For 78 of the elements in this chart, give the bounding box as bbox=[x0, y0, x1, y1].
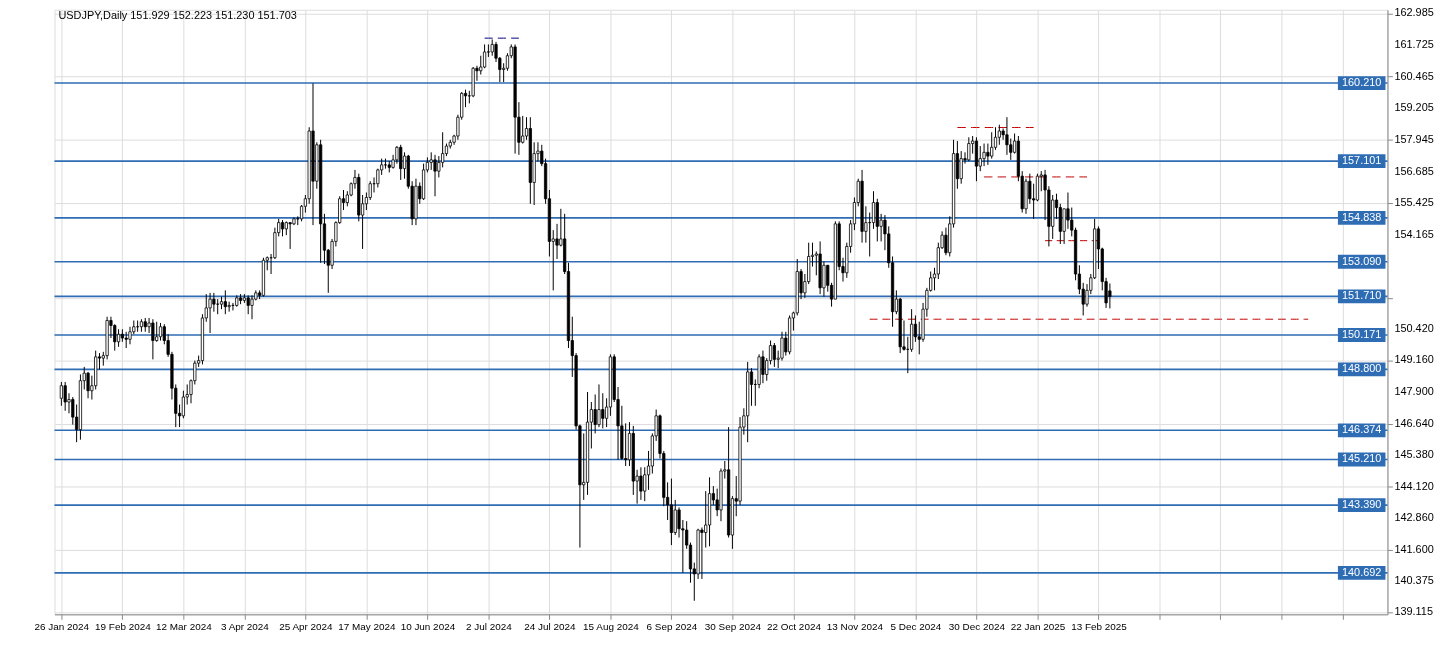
candlestick bbox=[181, 390, 185, 419]
ref-line-label: 143.390 bbox=[1342, 498, 1382, 511]
candlestick bbox=[151, 318, 155, 360]
x-tick-label: 13 Feb 2025 bbox=[1071, 620, 1128, 632]
y-tick-label: 160.465 bbox=[1394, 69, 1434, 82]
candlestick bbox=[772, 342, 776, 368]
x-tick-label: 5 Dec 2024 bbox=[890, 620, 942, 632]
candlestick bbox=[521, 115, 525, 145]
candlestick bbox=[959, 150, 963, 185]
candlestick bbox=[982, 143, 986, 167]
y-tick-label: 149.160 bbox=[1394, 353, 1434, 366]
ref-line-label: 157.101 bbox=[1342, 154, 1382, 167]
x-tick-label: 17 May 2024 bbox=[338, 620, 397, 632]
y-tick-label: 162.985 bbox=[1394, 6, 1434, 19]
candlestick bbox=[944, 227, 948, 256]
candlestick bbox=[761, 350, 765, 384]
y-tick-label: 154.165 bbox=[1394, 227, 1434, 240]
candlestick bbox=[399, 144, 403, 181]
x-tick-label: 30 Dec 2024 bbox=[948, 620, 1006, 632]
x-tick-label: 10 Jun 2024 bbox=[400, 620, 456, 632]
y-tick-label: 146.640 bbox=[1394, 416, 1434, 429]
y-tick-label: 150.420 bbox=[1394, 321, 1434, 334]
candlestick bbox=[601, 392, 605, 429]
candlestick bbox=[208, 292, 212, 334]
ref-line-label: 153.090 bbox=[1342, 254, 1382, 267]
y-tick-label: 140.375 bbox=[1394, 573, 1434, 586]
x-tick-label: 12 Mar 2024 bbox=[156, 620, 213, 632]
candlestick bbox=[871, 190, 876, 230]
x-tick-label: 13 Nov 2024 bbox=[826, 620, 884, 632]
candlestick bbox=[639, 466, 643, 501]
candlestick bbox=[1005, 116, 1009, 156]
ref-line-label: 145.210 bbox=[1342, 452, 1382, 465]
candlestick bbox=[433, 154, 437, 197]
x-tick-label: 6 Sep 2024 bbox=[646, 620, 698, 632]
x-tick-label: 24 Jul 2024 bbox=[524, 620, 576, 632]
ref-line-label: 148.800 bbox=[1342, 362, 1382, 375]
candlestick bbox=[59, 381, 63, 407]
y-tick-label: 156.685 bbox=[1394, 164, 1434, 177]
x-tick-label: 19 Feb 2024 bbox=[95, 620, 152, 632]
candlestick bbox=[250, 294, 254, 320]
candlestick bbox=[597, 383, 601, 428]
y-tick-label: 159.205 bbox=[1394, 101, 1434, 114]
candlestick bbox=[986, 143, 990, 166]
candlestick bbox=[700, 527, 704, 580]
y-tick-label: 147.900 bbox=[1394, 384, 1434, 397]
y-tick-label: 142.860 bbox=[1394, 511, 1434, 524]
candlestick bbox=[227, 301, 231, 313]
y-tick-label: 157.945 bbox=[1394, 132, 1434, 145]
candlestick bbox=[212, 292, 216, 313]
x-tick-label: 2 Jul 2024 bbox=[466, 620, 513, 632]
x-tick-label: 30 Sep 2024 bbox=[704, 620, 762, 632]
candlestick bbox=[246, 294, 250, 315]
y-tick-label: 144.120 bbox=[1394, 479, 1434, 492]
candlestick bbox=[1108, 283, 1112, 309]
ref-line-label: 151.710 bbox=[1342, 289, 1382, 302]
ref-line-label: 146.374 bbox=[1342, 423, 1382, 436]
x-tick-label: 26 Jan 2024 bbox=[34, 620, 90, 632]
candlestick bbox=[673, 499, 677, 536]
candlestick bbox=[86, 371, 90, 399]
ref-line-label: 150.171 bbox=[1342, 327, 1382, 340]
ref-line-label: 160.210 bbox=[1342, 76, 1382, 89]
x-tick-label: 22 Jan 2025 bbox=[1010, 620, 1066, 632]
candlestick bbox=[1035, 173, 1040, 202]
x-tick-label: 25 Apr 2024 bbox=[279, 620, 334, 632]
candlestick bbox=[63, 381, 67, 412]
candlestick bbox=[997, 124, 1001, 146]
y-tick-label: 139.115 bbox=[1394, 605, 1433, 618]
y-tick-label: 145.380 bbox=[1394, 448, 1434, 461]
y-tick-label: 161.725 bbox=[1394, 38, 1434, 51]
x-tick-label: 22 Oct 2024 bbox=[766, 620, 822, 632]
ref-line-label: 140.692 bbox=[1342, 565, 1382, 578]
y-tick-label: 141.600 bbox=[1394, 543, 1434, 556]
ref-line-label: 154.838 bbox=[1342, 210, 1382, 223]
candlestick bbox=[288, 222, 292, 250]
x-tick-label: 15 Aug 2024 bbox=[583, 620, 640, 632]
y-tick-label: 155.425 bbox=[1394, 196, 1434, 209]
x-tick-label: 3 Apr 2024 bbox=[220, 620, 270, 632]
chart-title: USDJPY,Daily 151.929 152.223 151.230 151.703 bbox=[58, 9, 297, 22]
